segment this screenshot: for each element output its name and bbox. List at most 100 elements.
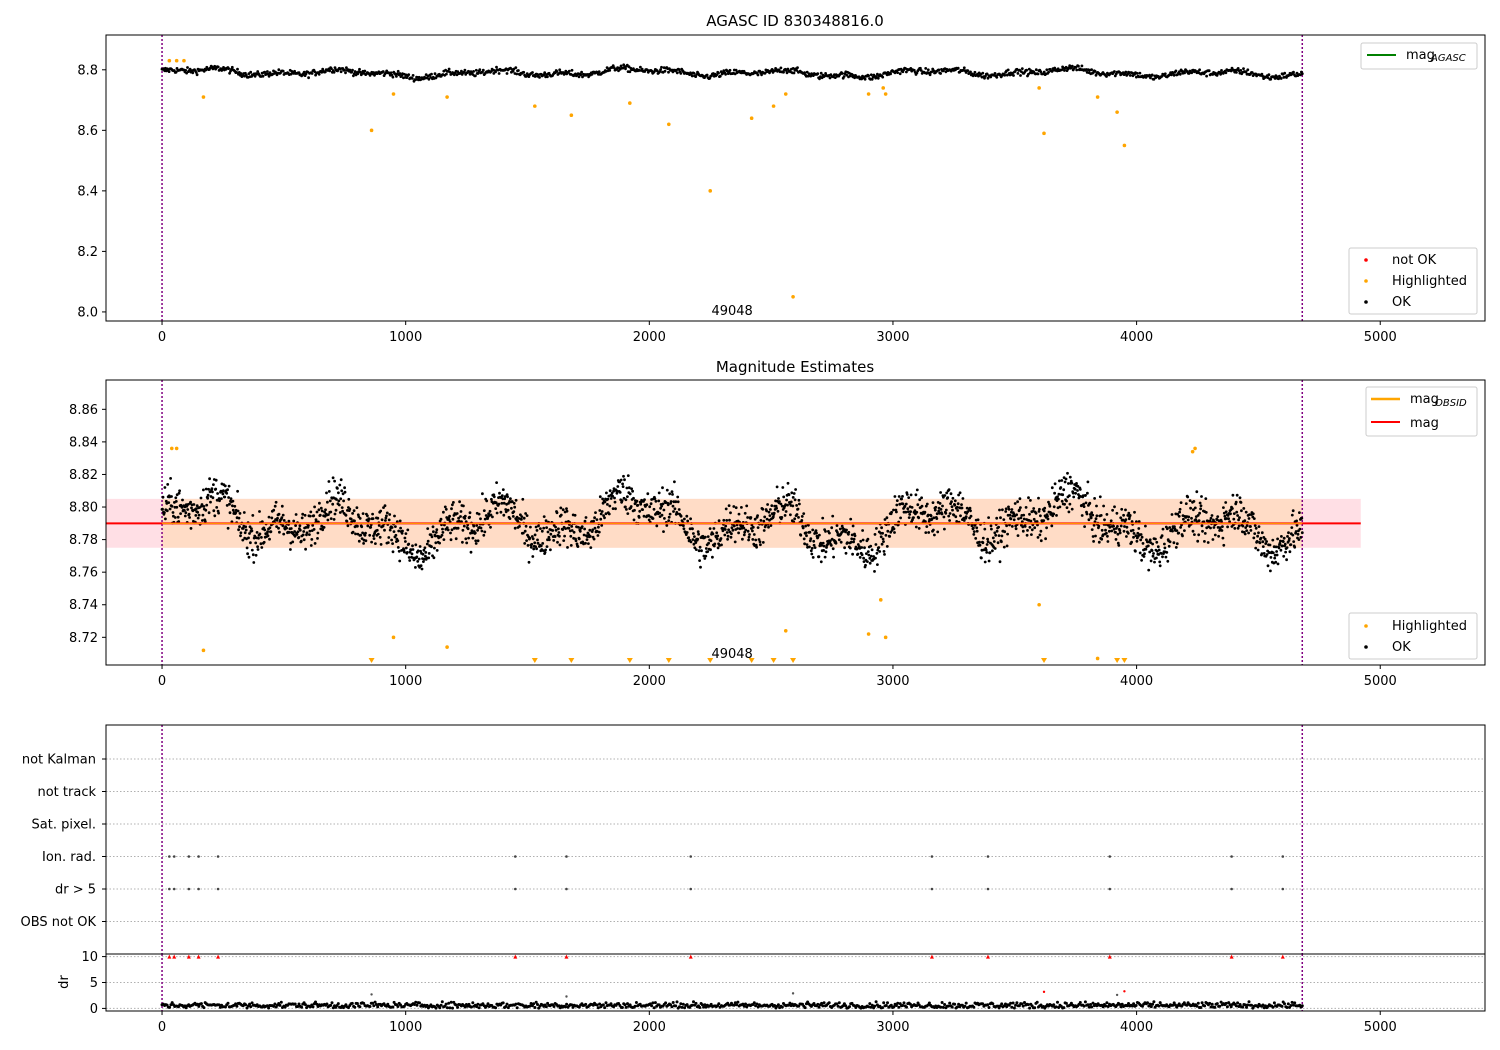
ok-point [1064, 477, 1068, 481]
ok-point [1084, 501, 1088, 505]
ok-point [541, 542, 545, 545]
dr-point [1127, 1002, 1130, 1005]
ok-point [562, 539, 566, 542]
highlighted-point [866, 632, 871, 636]
flag-mark [172, 855, 176, 858]
ok-point [1295, 519, 1298, 523]
ok-point [315, 510, 319, 514]
ok-point [570, 529, 574, 532]
highlighted-point [174, 58, 179, 63]
ok-point [625, 486, 629, 490]
ok-point [1288, 537, 1291, 540]
ok-point [842, 75, 846, 78]
ok-point [632, 518, 636, 522]
dr-point [901, 1004, 905, 1007]
dr-point [296, 1005, 300, 1008]
ok-point [1080, 64, 1084, 68]
ok-point [1279, 548, 1283, 552]
ok-point [1170, 513, 1174, 516]
ok-point [874, 556, 877, 560]
ok-point [1003, 73, 1007, 77]
dr-point [991, 1002, 995, 1006]
ok-point [665, 524, 669, 527]
ok-point [333, 512, 337, 516]
dr-point [683, 1006, 687, 1010]
ok-point [380, 518, 384, 522]
dr-point [821, 1004, 825, 1008]
ok-point [328, 69, 332, 73]
ok-point [1093, 69, 1097, 73]
ok-point [201, 513, 205, 517]
ok-point [818, 533, 821, 537]
ok-point [280, 504, 284, 508]
lower-limit-marker [1121, 658, 1128, 663]
ok-point [236, 509, 240, 513]
ok-point [1181, 534, 1184, 538]
dr-point [1009, 1001, 1013, 1005]
ok-point [247, 536, 250, 540]
ok-point [597, 525, 600, 529]
dr-point [565, 1002, 569, 1006]
ok-point [677, 508, 681, 511]
ok-point [350, 70, 353, 74]
dr-point [358, 1005, 362, 1009]
ok-point [798, 502, 801, 506]
ok-point [1032, 507, 1036, 510]
ok-point [225, 491, 229, 495]
dr-point [1023, 1001, 1026, 1004]
ok-point [499, 510, 503, 514]
ok-point [239, 534, 242, 538]
ok-point [216, 492, 220, 495]
ok-point [1098, 495, 1102, 499]
ok-point [1240, 509, 1243, 513]
ok-point [211, 490, 214, 494]
dr-point [1120, 1002, 1124, 1006]
ok-point [717, 519, 721, 523]
ok-point [890, 510, 893, 514]
dr-point [1283, 1002, 1286, 1006]
ok-point [394, 525, 397, 528]
dr-outlier-point [791, 992, 795, 995]
dr-clipped-marker [172, 954, 177, 959]
ok-point [1290, 526, 1294, 529]
ok-point [1097, 540, 1101, 544]
highlighted-point [628, 101, 632, 105]
ok-point [495, 65, 498, 69]
ok-point [1179, 526, 1182, 529]
ok-point [933, 533, 936, 537]
ok-point [1274, 560, 1278, 564]
ok-point [542, 515, 546, 518]
ok-point [163, 511, 166, 514]
ok-point [892, 527, 896, 531]
ok-point [793, 498, 797, 502]
ok-point [364, 531, 367, 535]
ok-point [731, 528, 735, 532]
ok-point [672, 510, 675, 513]
dr-outlier-point [370, 993, 373, 996]
ok-point [236, 489, 240, 493]
ok-point [1260, 72, 1264, 76]
dr-point [1141, 1004, 1144, 1008]
ok-point [653, 497, 657, 501]
lower-limit-marker [748, 658, 755, 663]
dr-point [374, 1003, 378, 1006]
dr-point [803, 1006, 807, 1010]
ok-point [397, 549, 401, 553]
ok-point [704, 554, 708, 558]
ok-point [1158, 564, 1162, 568]
ok-point [646, 492, 650, 496]
ok-point [387, 518, 391, 522]
ok-point [997, 534, 1001, 537]
ok-point [199, 496, 203, 500]
ok-point [237, 528, 241, 532]
ok-point [1091, 535, 1095, 538]
ok-point [663, 517, 666, 520]
ok-point [255, 531, 259, 534]
dr-point [943, 1003, 947, 1006]
ok-point [716, 534, 720, 538]
ok-point [907, 516, 911, 519]
ok-point [711, 555, 714, 559]
ok-point [1224, 71, 1228, 75]
ok-point [251, 553, 255, 557]
ok-point [722, 518, 726, 522]
